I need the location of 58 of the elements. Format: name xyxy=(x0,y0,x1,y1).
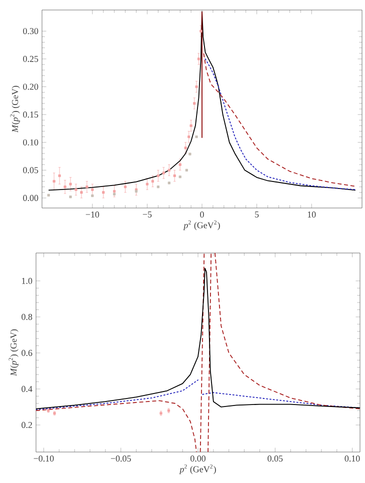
point xyxy=(184,146,187,150)
point xyxy=(168,168,170,172)
x-axis-title: p$^{2}$ (GeV$^{2}$) xyxy=(179,464,216,474)
point xyxy=(173,174,176,178)
y-tick-label: 0.30 xyxy=(23,28,38,34)
point xyxy=(102,191,105,194)
x-axis-title: p$^{2}$ (GeV$^{2}$) xyxy=(183,220,220,230)
point xyxy=(200,30,202,32)
x-tick-label: 0.10 xyxy=(344,456,360,462)
point xyxy=(91,188,94,191)
x-tick-label: −10 xyxy=(86,212,100,218)
point xyxy=(52,180,56,183)
point xyxy=(146,182,149,186)
point xyxy=(80,191,83,194)
y-tick-label: 0.10 xyxy=(23,139,38,146)
point xyxy=(195,136,198,138)
point xyxy=(193,102,196,105)
x-tick-label: 5 xyxy=(255,212,259,218)
point xyxy=(47,194,50,196)
x-tick-label: −5 xyxy=(142,212,152,218)
point xyxy=(168,182,170,184)
x-tick-label: −0.10 xyxy=(34,456,54,462)
y-tick-label: 0.2 xyxy=(22,422,32,428)
x-tick-label: 10 xyxy=(308,212,316,218)
x-tick-label: 0.05 xyxy=(268,456,283,462)
x-tick-label: −0.05 xyxy=(110,456,131,462)
point xyxy=(188,152,192,156)
y-tick-label: 1.0 xyxy=(22,278,32,284)
point xyxy=(162,172,165,174)
line-series xyxy=(36,268,360,410)
point xyxy=(69,182,72,186)
point xyxy=(190,124,192,127)
y-tick-label: 0.25 xyxy=(23,56,38,62)
point xyxy=(188,136,190,138)
y-tick-label: 0.20 xyxy=(23,84,38,90)
y-tick-label: 0.8 xyxy=(22,314,32,320)
point xyxy=(74,188,78,191)
point xyxy=(178,163,182,166)
point xyxy=(156,186,160,188)
point xyxy=(178,176,182,178)
x-tick-label: 0.00 xyxy=(190,456,206,462)
point xyxy=(124,186,127,188)
x-tick-label: 0 xyxy=(200,212,204,218)
y-tick-label: 0.6 xyxy=(22,350,32,356)
y-tick-label: 0.15 xyxy=(23,112,38,118)
point xyxy=(113,190,116,193)
point xyxy=(86,186,88,188)
point xyxy=(156,174,160,178)
point xyxy=(197,58,200,60)
point xyxy=(185,168,188,172)
point xyxy=(195,85,198,88)
point xyxy=(58,174,61,178)
y-tick-label: 0.05 xyxy=(23,167,38,174)
y-tick-label: 0.4 xyxy=(22,386,32,392)
point xyxy=(64,186,66,188)
y-tick-label: 0.00 xyxy=(23,194,38,202)
point xyxy=(69,196,72,198)
point xyxy=(151,180,154,183)
